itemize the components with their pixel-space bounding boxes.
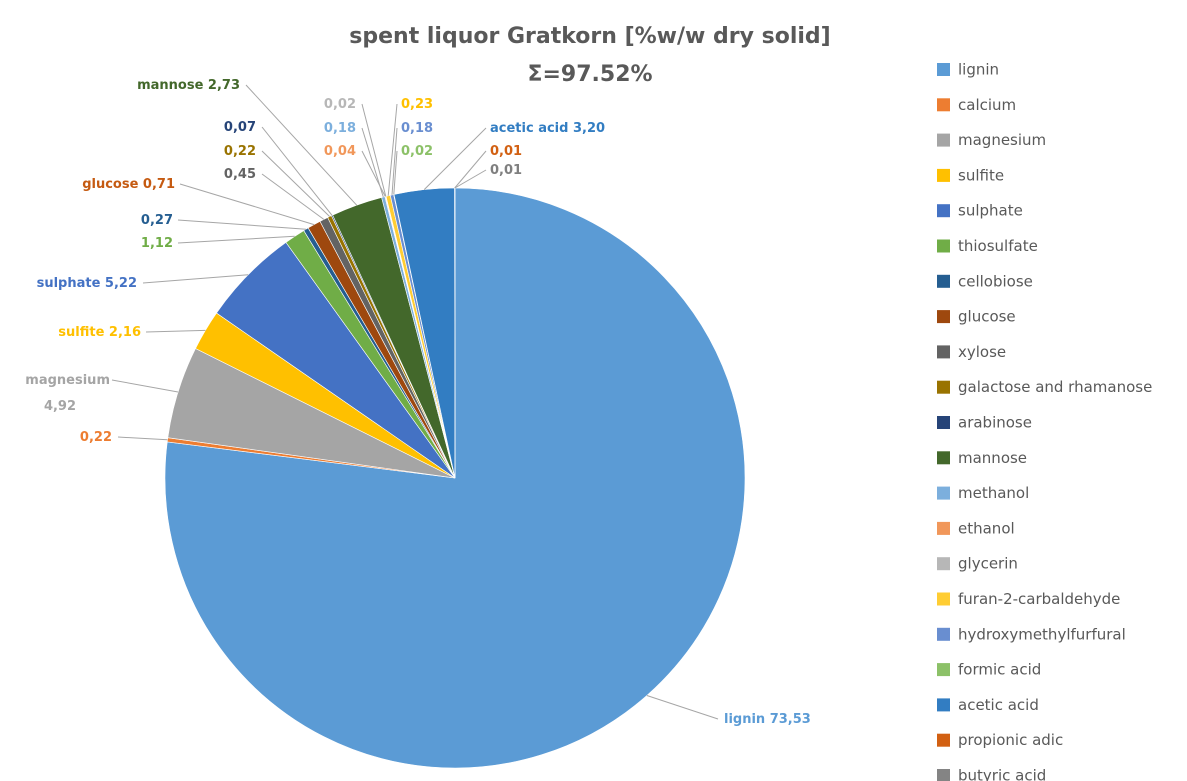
leader-line — [179, 183, 315, 226]
legend-swatch — [937, 133, 950, 147]
leader-lines — [111, 84, 719, 720]
leader-line — [177, 235, 295, 244]
legend-label: hydroxymethylfurfural — [958, 625, 1126, 643]
legend-label: cellobiose — [958, 272, 1033, 290]
legend-swatch — [937, 380, 950, 394]
data-label: 0,01 — [490, 144, 522, 159]
leader-line — [393, 150, 398, 195]
legend-swatch — [937, 168, 950, 182]
leader-line — [387, 103, 398, 196]
legend-swatch — [937, 239, 950, 253]
data-label: acetic acid 3,20 — [490, 121, 605, 136]
chart-subtitle: Σ=97.52% — [527, 62, 652, 87]
legend-swatch — [937, 345, 950, 359]
legend-swatch — [937, 451, 950, 465]
chart-title: spent liquor Gratkorn [%w/w dry solid] — [349, 24, 830, 49]
legend-label: propionic adic — [958, 731, 1063, 749]
legend-label: formic acid — [958, 661, 1041, 679]
data-label: 0,01 — [490, 163, 522, 178]
data-label: 0,45 — [224, 167, 256, 182]
leader-line — [454, 150, 487, 189]
leader-line — [361, 150, 386, 197]
legend-label: thiosulfate — [958, 237, 1038, 255]
data-label: glucose 0,71 — [82, 177, 175, 192]
leader-line — [423, 127, 487, 190]
legend-swatch — [937, 416, 950, 429]
data-label: 0,23 — [401, 97, 433, 112]
legend-label: ethanol — [958, 519, 1015, 537]
data-label: 0,02 — [324, 97, 356, 112]
data-label: sulphate 5,22 — [37, 276, 137, 291]
legend-label: magnesium — [958, 131, 1046, 149]
legend-swatch — [937, 733, 950, 747]
legend-swatch — [937, 98, 950, 112]
leader-line — [646, 695, 719, 720]
data-label: 0,27 — [141, 213, 173, 228]
leader-line — [177, 219, 307, 230]
legend-label: methanol — [958, 484, 1029, 502]
legend-swatch — [937, 557, 950, 571]
legend-swatch — [937, 274, 950, 288]
data-label: sulfite 2,16 — [58, 325, 141, 340]
leader-line — [111, 379, 179, 393]
leader-line — [261, 150, 330, 217]
legend-label: xylose — [958, 343, 1006, 361]
leader-line — [261, 173, 325, 220]
data-label: 0,02 — [401, 144, 433, 159]
legend: lignin calcium magnesium sulfite sulphate thi… — [937, 61, 1152, 781]
leader-line — [361, 103, 387, 197]
legend-swatch — [937, 592, 950, 606]
data-label: 4,92 — [44, 399, 76, 414]
legend-label: furan-2-carbaldehyde — [958, 590, 1120, 608]
data-label: 0,07 — [224, 120, 256, 135]
data-label: 1,12 — [141, 236, 173, 251]
data-label: 0,22 — [224, 144, 256, 159]
legend-swatch — [937, 521, 950, 535]
data-label: magnesium — [25, 373, 110, 388]
legend-swatch — [937, 663, 950, 677]
data-label: lignin 73,53 — [724, 712, 811, 727]
data-label: 0,04 — [324, 144, 356, 159]
leader-line — [245, 84, 358, 206]
pie-slices — [164, 187, 746, 769]
legend-label: arabinose — [958, 414, 1032, 432]
legend-label: sulfite — [958, 166, 1004, 184]
legend-label: sulphate — [958, 202, 1023, 220]
legend-label: butyric acid — [958, 767, 1046, 781]
legend-label: acetic acid — [958, 696, 1039, 714]
leader-line — [261, 126, 333, 216]
legend-swatch — [937, 204, 950, 218]
legend-swatch — [937, 63, 950, 76]
leader-line — [142, 274, 249, 284]
leader-line — [117, 436, 168, 441]
leader-line — [454, 169, 487, 189]
legend-swatch — [937, 698, 950, 712]
legend-label: lignin — [958, 61, 999, 79]
leader-line — [145, 329, 206, 333]
legend-swatch — [937, 627, 950, 641]
data-label: 0,18 — [401, 121, 433, 136]
legend-label: mannose — [958, 449, 1027, 467]
legend-swatch — [937, 486, 950, 500]
legend-swatch — [937, 310, 950, 324]
legend-label: glucose — [958, 308, 1016, 326]
data-label: mannose 2,73 — [137, 78, 240, 93]
leader-line — [391, 127, 398, 195]
data-labels: lignin 73,53 0,22 magnesium sulfite 2,16 sul… — [25, 78, 811, 727]
legend-label: glycerin — [958, 555, 1018, 573]
data-label: 0,18 — [324, 121, 356, 136]
legend-label: galactose and rhamanose — [958, 378, 1152, 396]
data-label: 0,22 — [80, 430, 112, 445]
legend-label: calcium — [958, 96, 1016, 114]
legend-swatch — [937, 769, 950, 781]
